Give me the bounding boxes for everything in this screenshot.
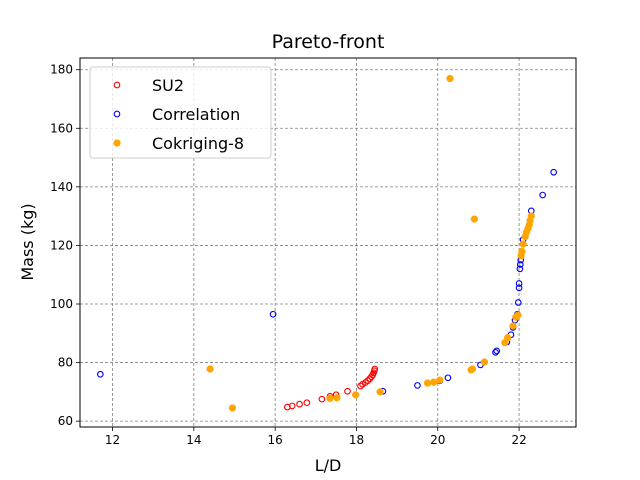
point-correlation	[550, 168, 557, 176]
legend-label: SU2	[152, 76, 184, 95]
y-tick-label: 160	[50, 121, 73, 135]
point-su2	[303, 399, 311, 407]
point-cokriging-8	[228, 404, 237, 412]
point-cokriging-8	[527, 212, 535, 220]
point-cokriging-8	[430, 378, 438, 386]
y-tick-label: 80	[58, 356, 73, 370]
point-cokriging-8	[351, 391, 360, 399]
point-cokriging-8	[509, 322, 517, 330]
legend-marker	[113, 81, 121, 89]
legend-marker	[113, 139, 121, 147]
x-tick-label: 14	[186, 433, 201, 447]
point-cokriging-8	[504, 334, 512, 342]
point-correlation	[492, 348, 499, 356]
legend-label: Correlation	[152, 105, 240, 124]
y-axis-ticks: 60 80 100 120 140 160 180	[50, 63, 80, 428]
y-tick-label: 60	[58, 414, 73, 428]
point-cokriging-8	[480, 358, 489, 366]
point-correlation	[514, 299, 522, 306]
y-tick-label: 120	[50, 238, 73, 252]
point-su2	[368, 373, 375, 380]
point-correlation	[516, 261, 524, 268]
x-tick-label: 22	[511, 433, 526, 447]
x-tick-label: 16	[268, 433, 283, 447]
point-correlation	[269, 310, 277, 318]
point-cokriging-8	[468, 365, 476, 373]
point-correlation	[414, 382, 421, 389]
legend: SU2 Correlation Cokriging-8	[89, 66, 272, 159]
point-cokriging-8	[436, 376, 444, 384]
point-cokriging-8	[519, 240, 527, 248]
point-correlation	[444, 374, 452, 382]
point-correlation	[493, 347, 501, 355]
point-cokriging-8	[423, 379, 432, 387]
y-axis-label: Mass (kg)	[18, 203, 37, 280]
point-su2	[344, 387, 351, 395]
point-correlation	[515, 284, 523, 292]
chart-title: Pareto-front	[272, 31, 385, 53]
legend-label: Cokriging-8	[152, 134, 244, 153]
point-cokriging-8	[206, 365, 214, 373]
y-tick-label: 180	[50, 63, 73, 77]
x-tick-label: 20	[430, 433, 445, 447]
point-cokriging-8	[333, 394, 341, 402]
point-correlation	[516, 265, 524, 273]
legend-box	[89, 66, 272, 159]
point-cokriging-8	[446, 74, 454, 83]
y-tick-label: 140	[50, 180, 73, 194]
point-cokriging-8	[514, 311, 522, 319]
point-su2	[364, 377, 372, 385]
point-cokriging-8	[326, 394, 334, 402]
point-correlation	[539, 191, 547, 199]
x-tick-label: 18	[349, 433, 364, 447]
y-tick-label: 100	[50, 297, 73, 311]
plot-frame	[79, 57, 577, 428]
x-axis-ticks: 12 14 16 18 20 22	[105, 427, 527, 447]
point-cokriging-8	[518, 247, 526, 255]
legend-marker	[113, 110, 121, 118]
point-su2	[288, 402, 296, 410]
point-su2	[357, 382, 364, 390]
point-cokriging-8	[376, 388, 384, 396]
x-axis-label: L/D	[315, 456, 342, 475]
point-cokriging-8	[470, 215, 479, 223]
point-correlation	[96, 370, 104, 378]
x-tick-label: 12	[105, 433, 120, 447]
point-su2	[296, 400, 303, 408]
point-correlation	[515, 280, 523, 287]
point-su2	[371, 365, 379, 373]
data-points	[96, 74, 557, 412]
point-su2	[318, 395, 326, 403]
